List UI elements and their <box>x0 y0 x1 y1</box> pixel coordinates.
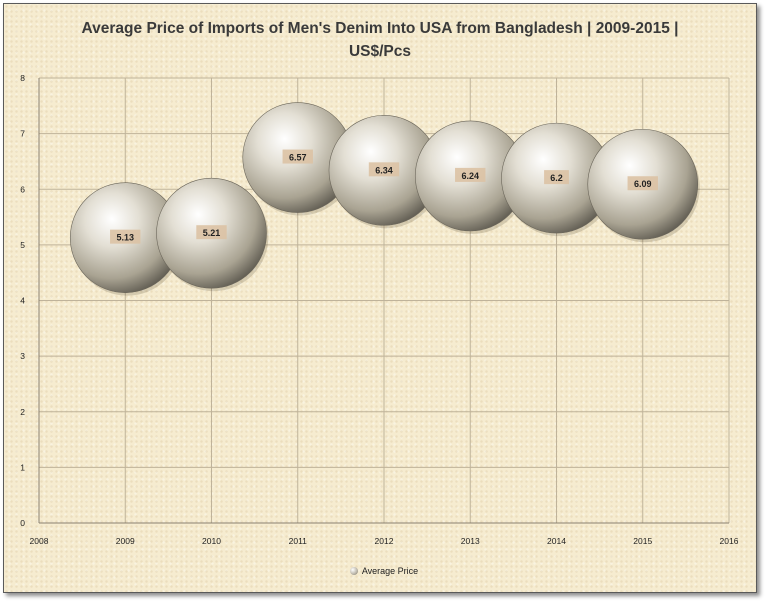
y-tick-label: 3 <box>20 351 25 361</box>
data-label: 6.57 <box>289 153 307 163</box>
x-tick-label: 2008 <box>30 536 49 546</box>
data-label-box <box>196 225 227 240</box>
data-label: 6.34 <box>375 165 393 175</box>
y-tick-label: 1 <box>20 462 25 472</box>
chart-frame <box>3 3 757 593</box>
data-label: 6.09 <box>634 179 652 189</box>
data-label-box <box>455 167 486 182</box>
x-tick-label: 2015 <box>633 536 652 546</box>
data-label-box <box>282 149 313 164</box>
legend-marker-icon <box>349 567 358 575</box>
y-tick-label: 7 <box>20 129 25 139</box>
legend-label: Average Price <box>361 566 419 576</box>
data-label-box <box>544 170 569 185</box>
data-label-box <box>368 162 400 177</box>
x-tick-label: 2012 <box>375 536 394 546</box>
data-label: 6.24 <box>461 171 479 181</box>
data-label: 6.2 <box>550 173 563 183</box>
x-tick-label: 2016 <box>720 536 739 546</box>
chart-title: Average Price of Imports of Men's Denim … <box>81 20 679 60</box>
data-label-box <box>110 229 141 244</box>
x-tick-label: 2014 <box>547 536 566 546</box>
x-tick-label: 2010 <box>202 536 221 546</box>
data-label-box <box>627 176 658 191</box>
y-tick-label: 8 <box>20 73 25 83</box>
y-tick-label: 4 <box>20 296 25 306</box>
x-tick-label: 2011 <box>289 536 308 546</box>
y-tick-label: 0 <box>20 518 25 528</box>
chart-legend: Average Price <box>0 566 768 576</box>
data-label: 5.13 <box>116 233 134 243</box>
y-tick-label: 2 <box>20 407 25 417</box>
y-tick-label: 6 <box>20 184 25 194</box>
y-tick-label: 5 <box>20 240 25 250</box>
x-tick-label: 2013 <box>461 536 480 546</box>
x-tick-label: 2009 <box>116 536 135 546</box>
data-label: 5.21 <box>203 228 221 238</box>
